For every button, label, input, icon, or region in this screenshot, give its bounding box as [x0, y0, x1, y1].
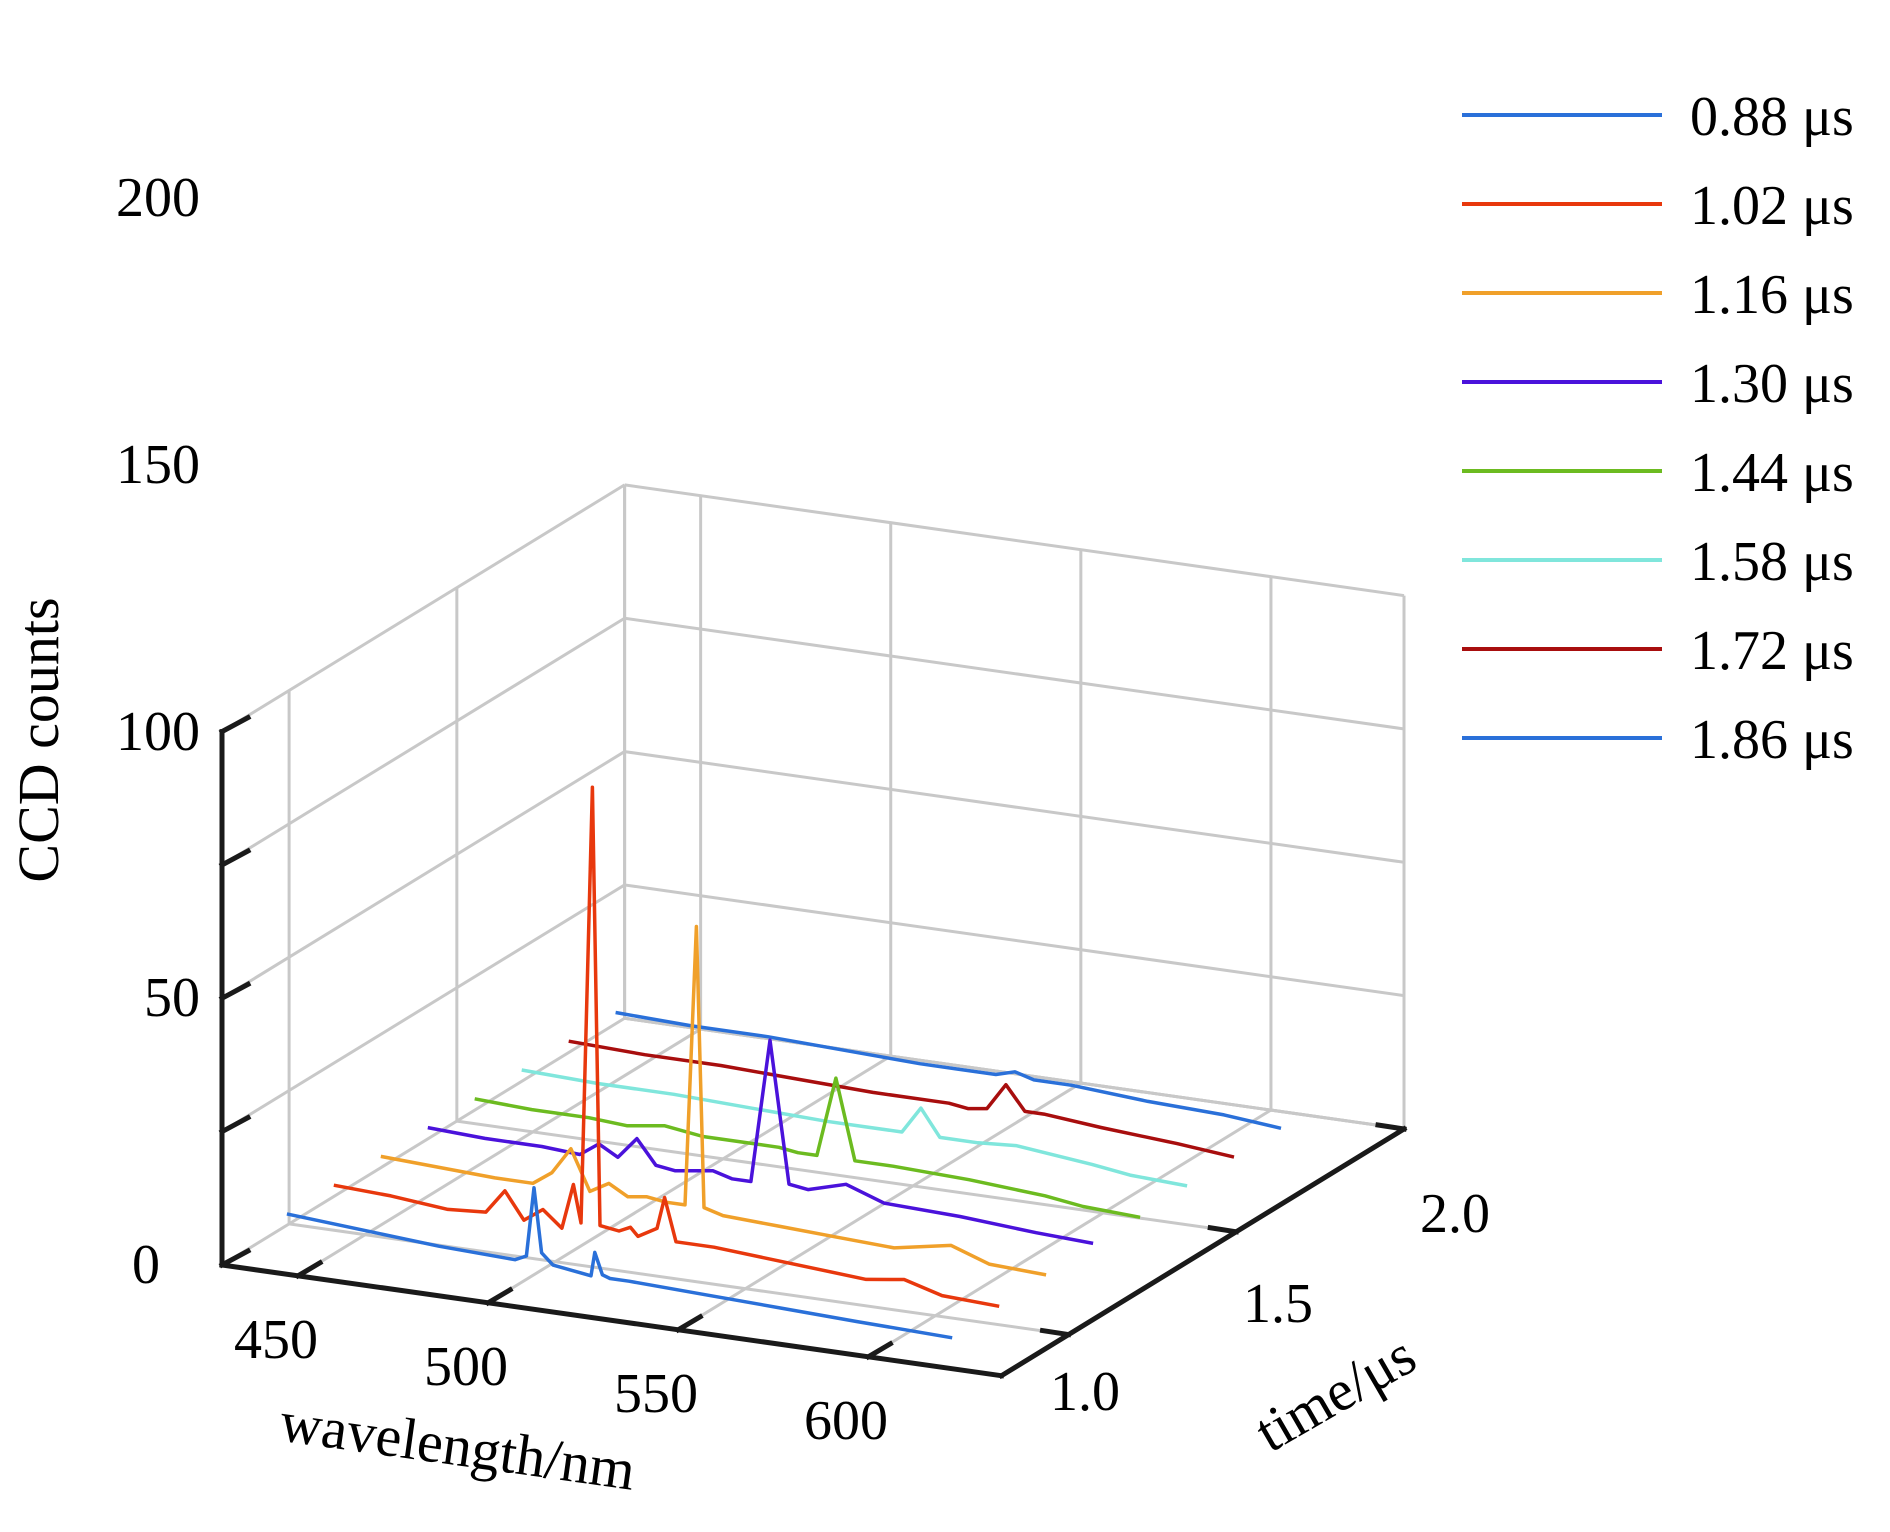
- z-tick-mark: [218, 1114, 252, 1136]
- series-line: [427, 1038, 1094, 1246]
- grid-line: [297, 1027, 702, 1278]
- grid-line: [456, 1119, 1237, 1234]
- grid-line: [221, 483, 626, 733]
- series-line: [286, 1185, 953, 1340]
- axes: [218, 714, 1408, 1380]
- legend-label: 1.86 μs: [1690, 709, 1854, 771]
- z-tick-label: 150: [116, 434, 200, 496]
- series-line: [333, 785, 1000, 1309]
- z-tick-label: 0: [132, 1234, 160, 1296]
- z-tick-mark: [218, 714, 252, 735]
- y-tick-mark: [1207, 1224, 1240, 1235]
- y-axis-line: [997, 1125, 1408, 1380]
- x-tick-label: 500: [424, 1336, 508, 1398]
- y-tick-label: 1.5: [1243, 1273, 1313, 1335]
- y-tick-mark: [1375, 1122, 1407, 1132]
- x-tick-labels: 450 500 550 600: [234, 1309, 888, 1452]
- grid-line: [221, 883, 626, 1133]
- series-line: [474, 1076, 1141, 1220]
- legend-label: 1.30 μs: [1690, 353, 1854, 415]
- grid-lines: [221, 483, 1406, 1377]
- z-tick-mark: [218, 980, 252, 1002]
- series-line: [568, 1039, 1235, 1159]
- y-tick-label: 2.0: [1420, 1183, 1490, 1245]
- legend-label: 1.02 μs: [1690, 175, 1854, 237]
- y-axis-title: time/μs: [1244, 1322, 1426, 1465]
- z-tick-labels: 0 50 100 150 200: [116, 167, 200, 1296]
- z-tick-label: 50: [144, 967, 200, 1029]
- legend-label: 0.88 μs: [1690, 86, 1854, 148]
- x-tick-mark: [484, 1286, 514, 1307]
- series-lines: [286, 785, 1282, 1340]
- x-axis-title: wavelength/nm: [276, 1389, 639, 1503]
- x-tick-mark: [294, 1259, 324, 1280]
- legend-label: 1.58 μs: [1690, 531, 1854, 593]
- grid-line: [624, 483, 1405, 598]
- grid-line: [677, 1081, 1082, 1332]
- grid-line: [624, 616, 1405, 731]
- legend-label: 1.72 μs: [1690, 620, 1854, 682]
- y-tick-label: 1.0: [1050, 1361, 1120, 1423]
- y-tick-mark: [1039, 1327, 1072, 1338]
- x-tick-mark: [864, 1340, 894, 1361]
- grid-line: [624, 750, 1405, 864]
- z-axis-title: CCD counts: [6, 597, 71, 882]
- z-tick-label: 100: [116, 701, 200, 763]
- legend-label: 1.16 μs: [1690, 264, 1854, 326]
- legend: 0.88 μs 1.02 μs 1.16 μs 1.30 μs 1.44 μs 1.58 …: [1462, 86, 1854, 771]
- series-line: [521, 1068, 1188, 1188]
- grid-line: [624, 883, 1405, 998]
- series-line: [615, 1010, 1282, 1131]
- grid-line: [867, 1108, 1272, 1359]
- legend-label: 1.44 μs: [1690, 442, 1854, 504]
- grid-line: [221, 616, 626, 867]
- y-tick-labels: 1.0 1.5 2.0: [1050, 1183, 1490, 1423]
- x-tick-label: 450: [234, 1309, 318, 1371]
- x-axis-line: [219, 1262, 1005, 1379]
- z-tick-mark: [218, 847, 252, 869]
- z-tick-mark: [218, 1247, 252, 1269]
- grid-line: [221, 1017, 626, 1267]
- x-tick-mark: [674, 1313, 704, 1334]
- x-tick-label: 600: [804, 1390, 888, 1452]
- grid-line: [221, 750, 626, 1000]
- x-tick-label: 550: [614, 1363, 698, 1425]
- z-tick-label: 200: [116, 167, 200, 229]
